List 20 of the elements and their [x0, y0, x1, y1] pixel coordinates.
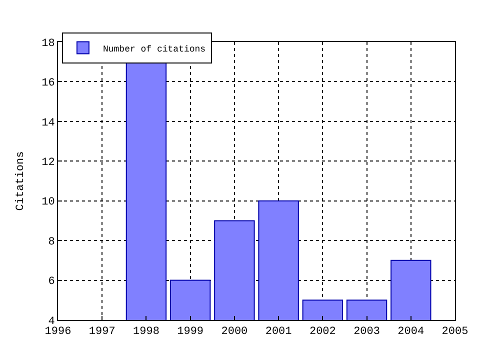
- y-tick-label: 4: [48, 316, 56, 328]
- x-tick-label: 2004: [398, 326, 424, 338]
- x-tick-label: 1999: [177, 326, 204, 338]
- y-axis-title: Citations: [15, 151, 28, 211]
- y-tick-label: 18: [42, 38, 55, 50]
- y-tick-label: 10: [42, 196, 55, 209]
- x-tick-label: 2005: [442, 326, 468, 338]
- x-tick-label: 1998: [133, 326, 160, 338]
- y-tick-label: 14: [42, 117, 56, 130]
- y-tick-label: 6: [48, 276, 55, 288]
- y-tick-label: 12: [42, 156, 55, 169]
- x-tick-label: 2003: [354, 326, 380, 338]
- legend-label: Number of citations: [102, 44, 206, 54]
- x-tick-label: 2002: [309, 326, 336, 338]
- x-tick-label: 2001: [265, 326, 292, 338]
- x-tick-label: 1997: [88, 326, 116, 338]
- y-tick-label: 16: [42, 78, 55, 90]
- x-tick-label: 1996: [44, 326, 72, 338]
- x-tick-label: 2000: [221, 326, 248, 338]
- y-tick-label: 8: [48, 236, 55, 248]
